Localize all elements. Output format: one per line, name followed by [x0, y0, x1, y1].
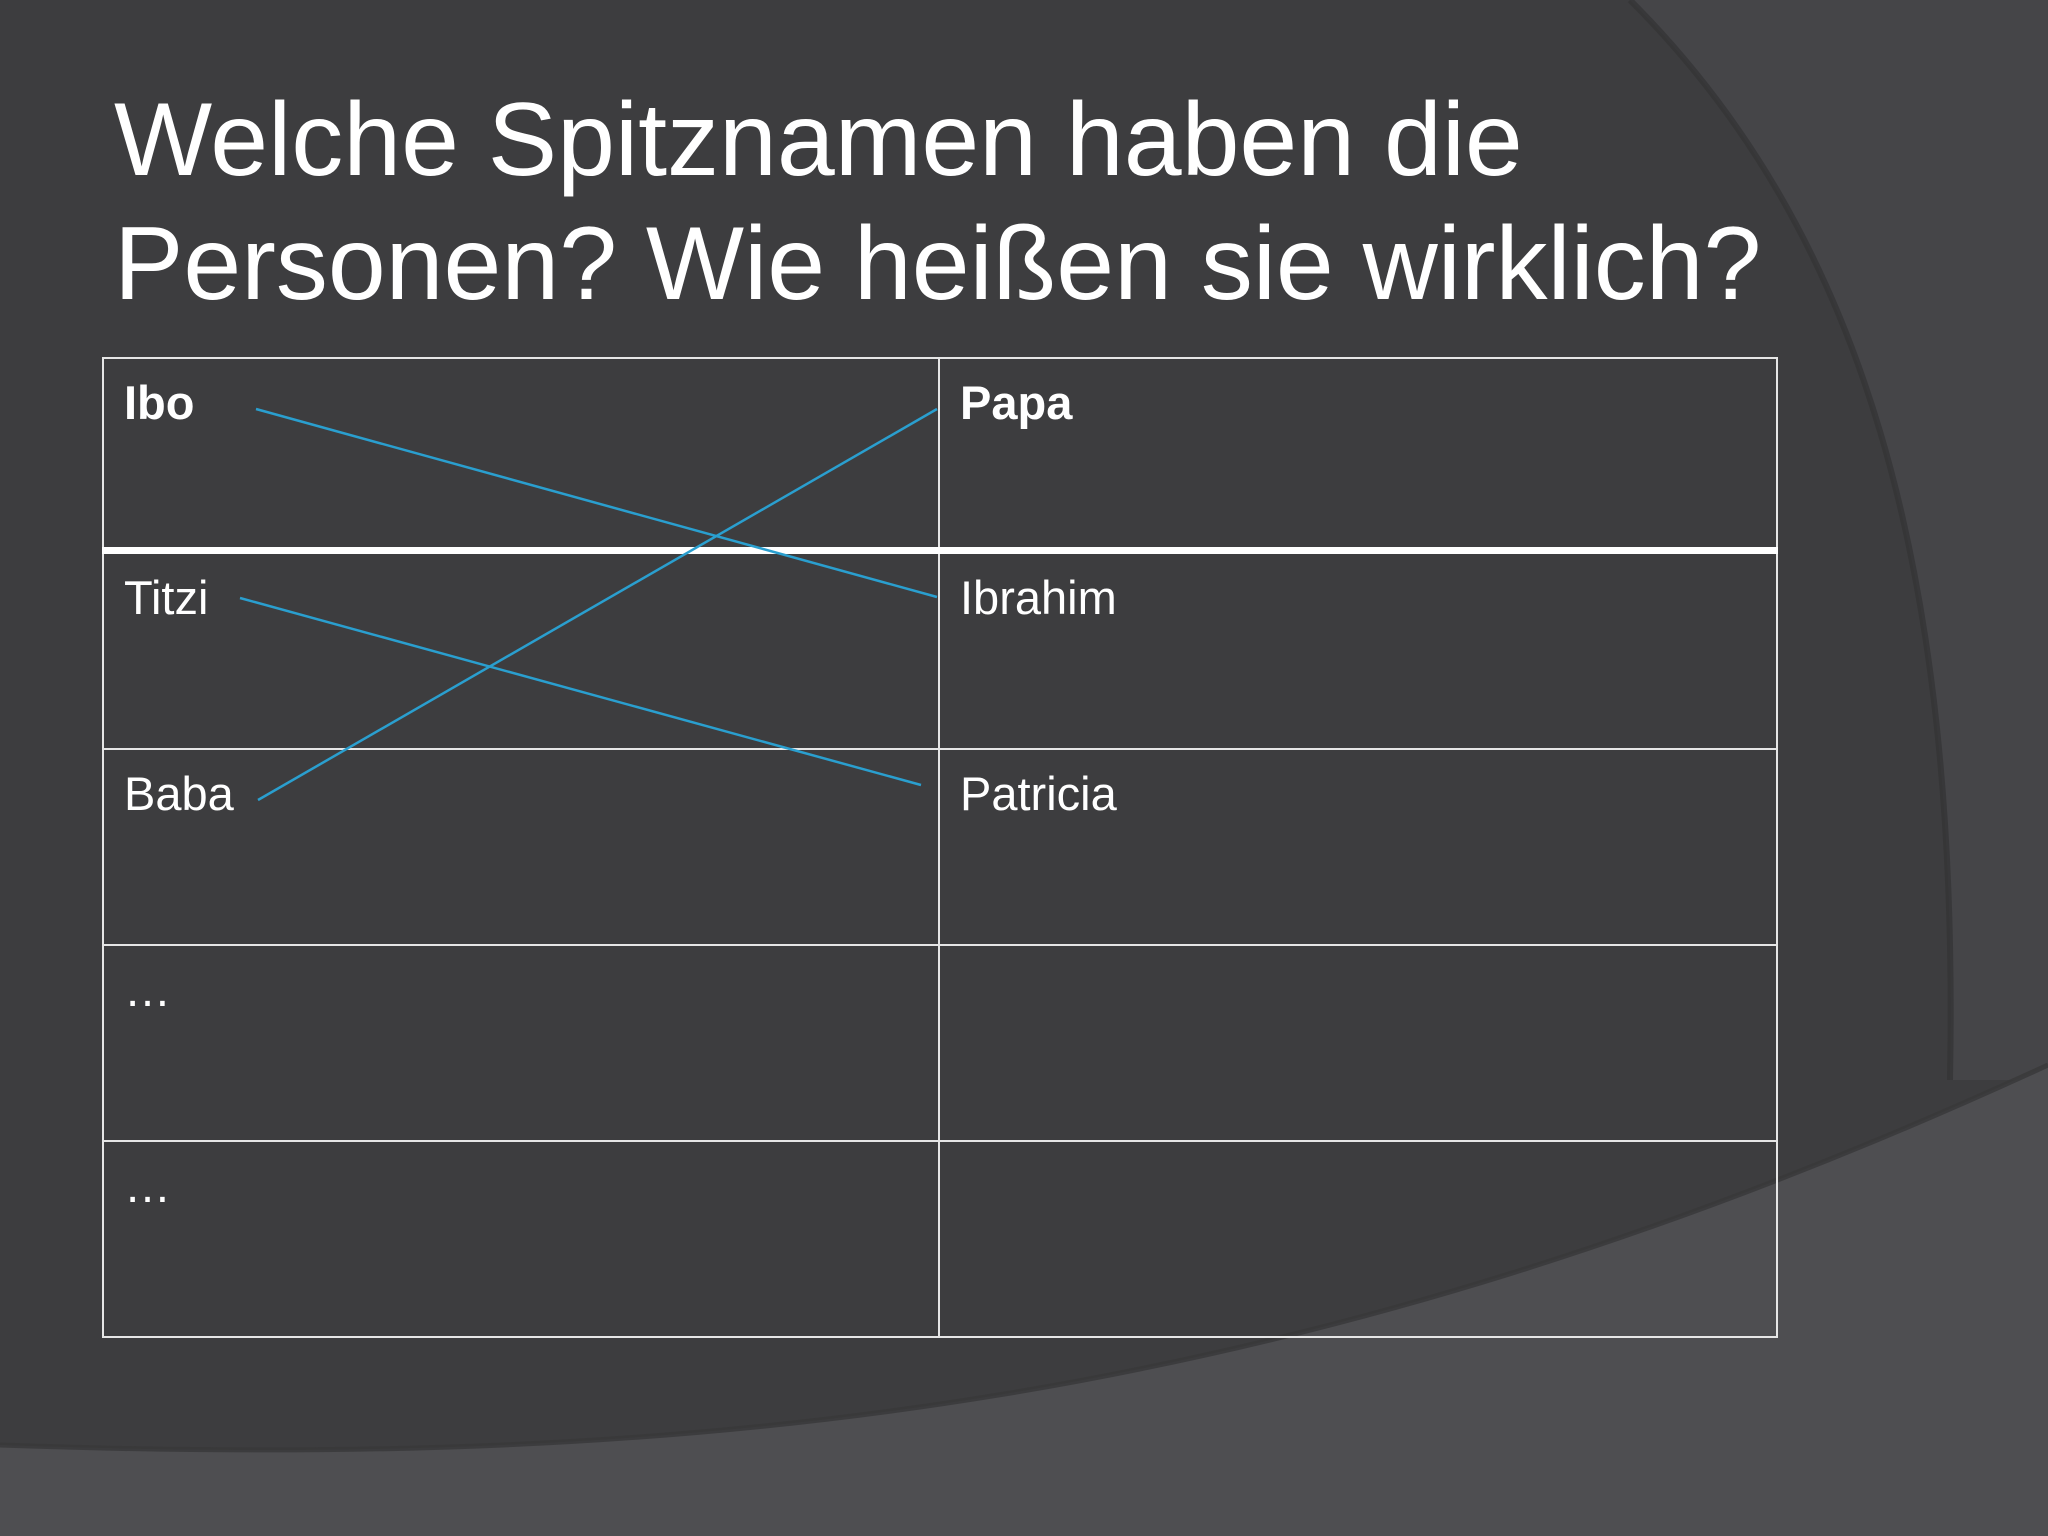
table-row: Titzi Ibrahim: [102, 549, 1778, 750]
nickname-cell: Baba: [102, 748, 940, 946]
real-name-cell: [938, 944, 1778, 1142]
table-row: …: [102, 1140, 1778, 1338]
table-row: Ibo Papa: [102, 357, 1778, 554]
background-arc-right-edge: [1627, 0, 1954, 1081]
real-name-cell: Papa: [938, 357, 1778, 554]
real-name-cell: [938, 1140, 1778, 1338]
nickname-cell: …: [102, 944, 940, 1142]
background-band-bottom: [0, 1065, 2048, 1536]
background-arc-right: [1630, 0, 2048, 1080]
slide-title: Welche Spitznamen haben die Personen? Wi…: [114, 82, 1762, 322]
matching-table: Ibo Papa Titzi Ibrahim Baba Patricia … …: [102, 357, 1778, 1338]
real-name-cell: Patricia: [938, 748, 1778, 946]
nickname-cell: Titzi: [102, 549, 940, 750]
nickname-cell: Ibo: [102, 357, 940, 554]
table-row: …: [102, 944, 1778, 1142]
nickname-cell: …: [102, 1140, 940, 1338]
real-name-cell: Ibrahim: [938, 549, 1778, 750]
table-row: Baba Patricia: [102, 748, 1778, 946]
